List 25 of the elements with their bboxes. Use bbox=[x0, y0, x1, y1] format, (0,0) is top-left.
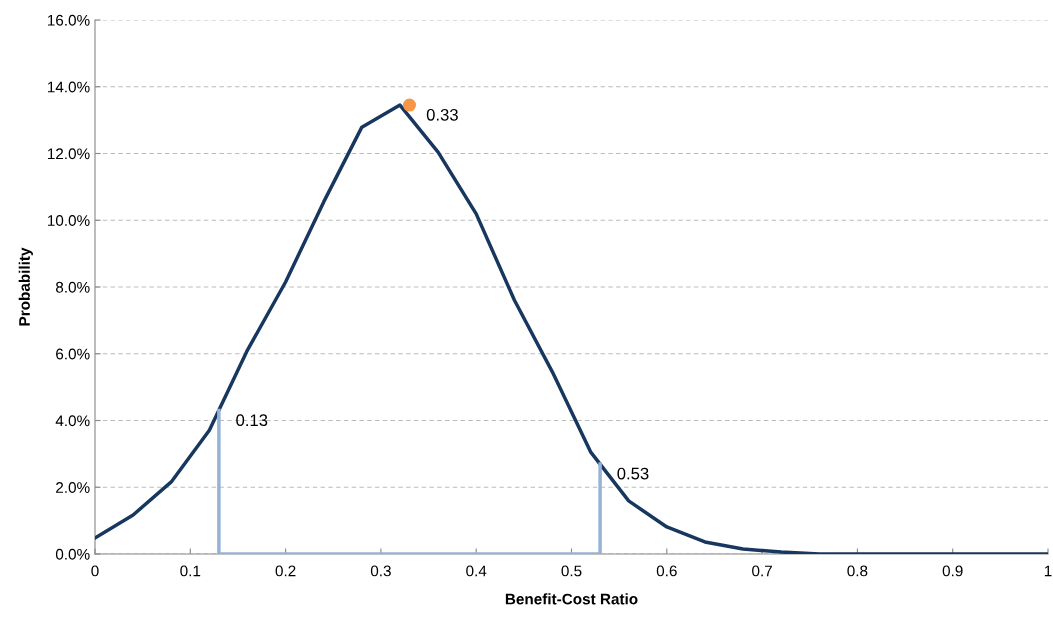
x-tick-label: 1 bbox=[1044, 565, 1052, 577]
y-tick-label: 2.0% bbox=[56, 482, 90, 493]
y-tick-label: 12.0% bbox=[47, 148, 90, 160]
y-tick-label: 16.0% bbox=[47, 14, 90, 26]
x-tick-label: 0 bbox=[91, 565, 99, 577]
y-tick-label: 10.0% bbox=[47, 215, 90, 226]
annotation: 0.33 bbox=[426, 108, 458, 121]
y-tick-label: 0.0% bbox=[55, 548, 90, 560]
y-tick-label: 14.0% bbox=[47, 81, 90, 93]
x-tick-label: 0.2 bbox=[275, 565, 296, 577]
x-tick-label: 0.8 bbox=[847, 565, 868, 577]
y-axis-title: Probability bbox=[18, 247, 33, 326]
y-tick-label: 4.0% bbox=[55, 415, 90, 427]
x-tick-label: 0.6 bbox=[656, 565, 677, 577]
x-tick-label: 0.9 bbox=[942, 565, 963, 577]
x-axis-title: Benefit-Cost Ratio bbox=[505, 593, 638, 605]
x-tick-label: 0.3 bbox=[370, 565, 391, 577]
x-tick-label: 0.5 bbox=[561, 565, 582, 577]
y-tick-label: 6.0% bbox=[56, 348, 90, 360]
x-tick-label: 0.1 bbox=[180, 565, 201, 577]
y-tick-label: 8.0% bbox=[55, 281, 90, 293]
annotation: 0.13 bbox=[236, 414, 268, 427]
annotation: 0.53 bbox=[617, 467, 649, 480]
x-tick-label: 0.7 bbox=[752, 565, 772, 577]
x-tick-label: 0.4 bbox=[466, 565, 487, 577]
